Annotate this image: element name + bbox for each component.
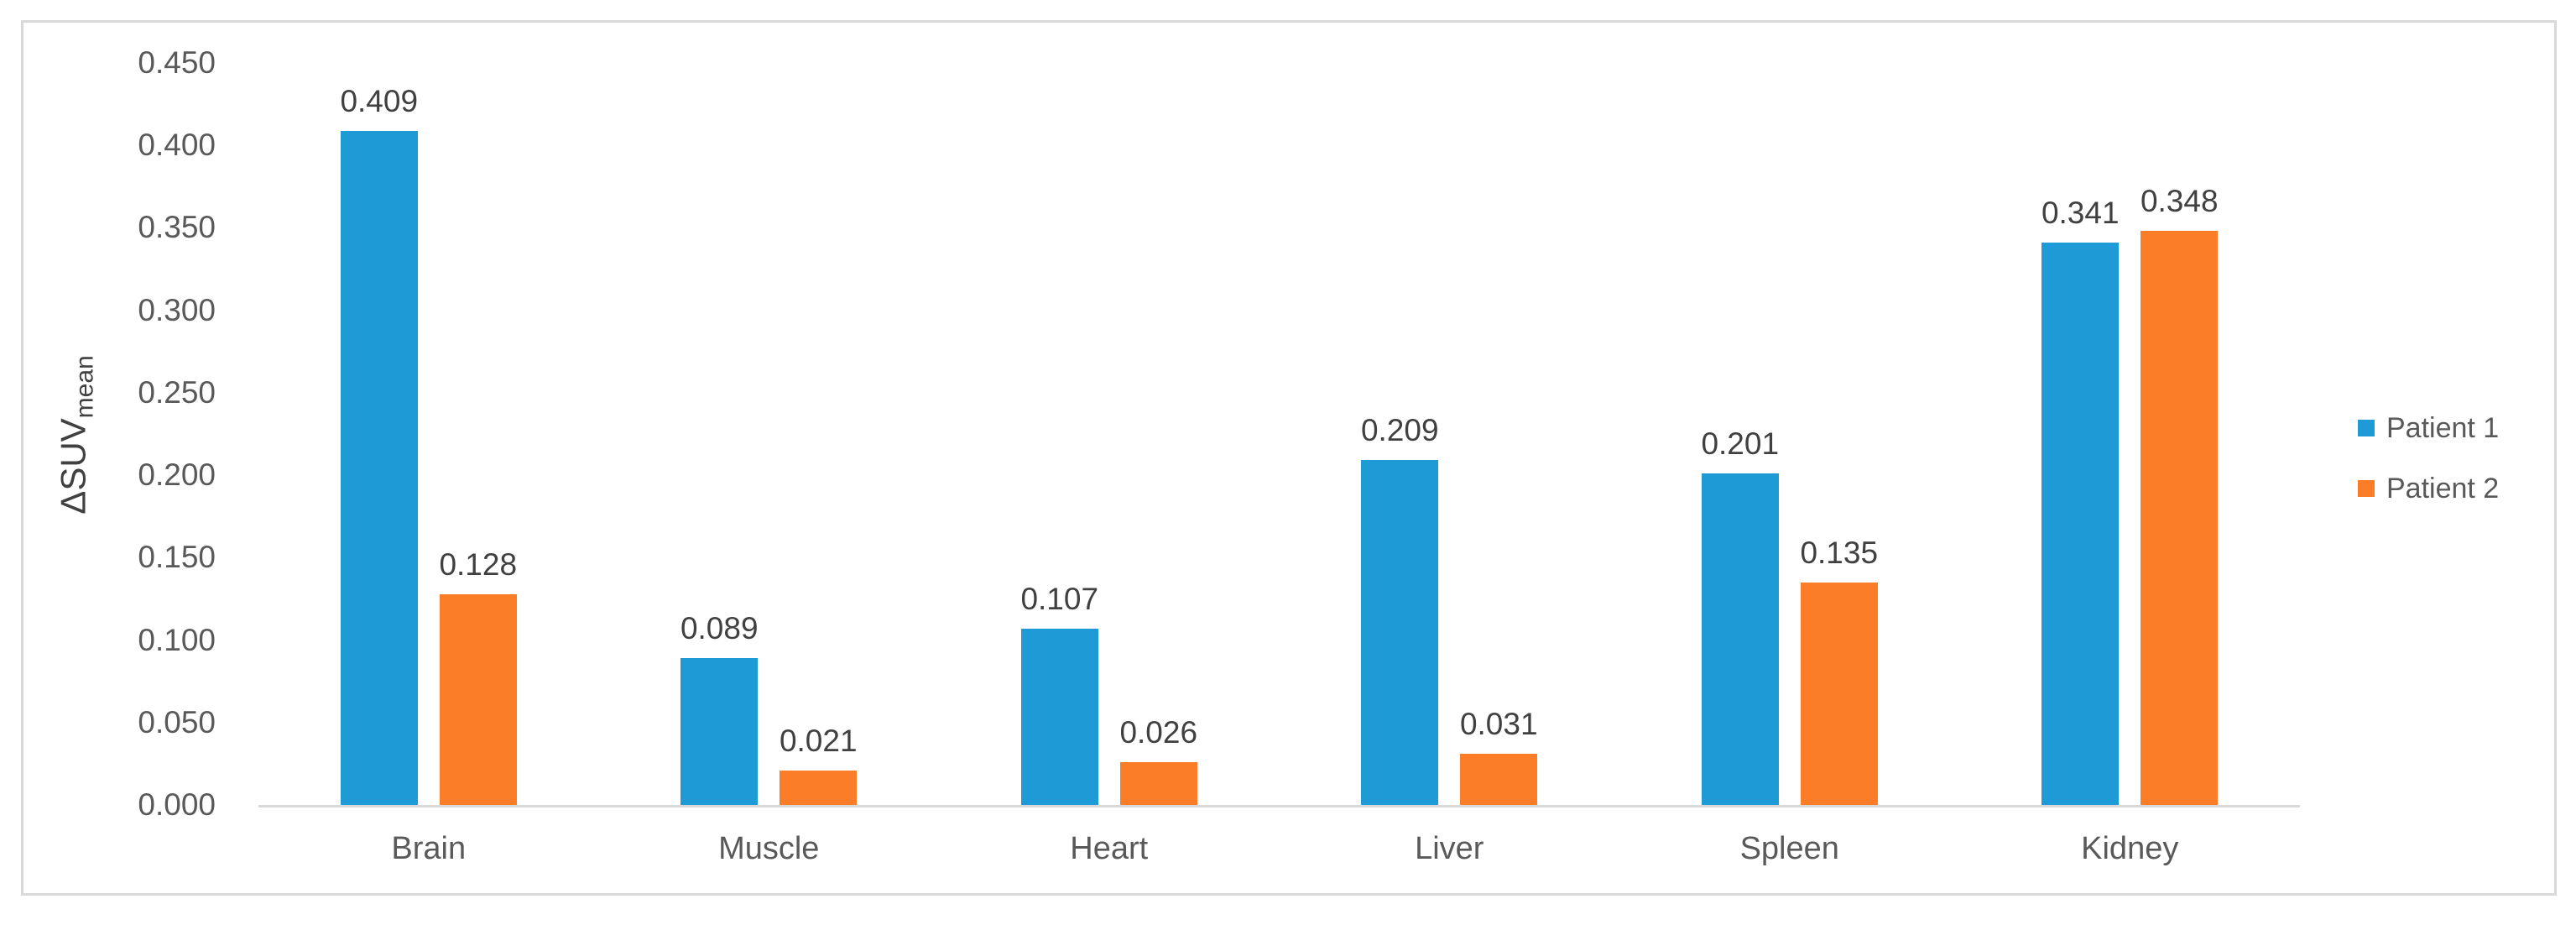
y-tick-0.250: 0.250	[138, 374, 216, 410]
bar-patient-2-brain	[439, 593, 517, 805]
category-label-kidney: Kidney	[2081, 831, 2179, 866]
category-label-spleen: Spleen	[1739, 831, 1839, 866]
legend-label-patient-2: Patient 2	[2386, 472, 2500, 504]
legend-swatch-patient-1	[2358, 420, 2375, 436]
category-label-liver: Liver	[1415, 831, 1484, 866]
data-label-patient-2-liver: 0.031	[1459, 707, 1538, 742]
legend-label-patient-1: Patient 1	[2386, 411, 2500, 444]
bar-patient-2-liver	[1460, 754, 1538, 805]
data-label-patient-2-heart: 0.026	[1119, 714, 1198, 750]
data-label-patient-2-brain: 0.128	[439, 546, 518, 582]
bar-patient-2-spleen	[1800, 582, 1878, 805]
data-label-patient-1-muscle: 0.089	[680, 611, 759, 646]
x-axis-line	[258, 805, 2300, 807]
data-label-patient-1-liver: 0.209	[1360, 413, 1439, 448]
bar-patient-1-heart	[1020, 628, 1098, 805]
bar-patient-2-heart	[1119, 761, 1197, 805]
bar-patient-1-liver	[1361, 460, 1439, 805]
data-label-patient-1-kidney: 0.341	[2041, 196, 2120, 231]
y-tick-0.150: 0.150	[138, 540, 216, 575]
bar-patient-1-kidney	[2042, 243, 2120, 805]
bar-chart: ΔSUVmean 0.000 0.050 0.100 0.150 0.200 0.250 0…	[21, 20, 2557, 896]
bar-patient-2-muscle	[780, 770, 858, 805]
data-label-patient-1-heart: 0.107	[1020, 581, 1099, 616]
y-tick-0.350: 0.350	[138, 210, 216, 245]
data-label-patient-1-brain: 0.409	[340, 83, 419, 118]
bar-patient-1-spleen	[1701, 473, 1779, 805]
category-label-muscle: Muscle	[718, 831, 820, 866]
y-tick-0.300: 0.300	[138, 292, 216, 327]
legend-item-patient-1: Patient 1	[2358, 411, 2499, 445]
bar-patient-2-kidney	[2141, 231, 2219, 805]
bar-patient-1-brain	[340, 130, 418, 805]
y-tick-0.100: 0.100	[138, 622, 216, 657]
y-tick-0.400: 0.400	[138, 128, 216, 163]
data-label-patient-2-muscle: 0.021	[779, 723, 858, 758]
bar-patient-1-muscle	[681, 658, 759, 805]
y-tick-0.050: 0.050	[138, 704, 216, 739]
category-label-heart: Heart	[1070, 831, 1149, 866]
y-tick-0.000: 0.000	[138, 787, 216, 822]
y-tick-0.450: 0.450	[138, 45, 216, 80]
data-label-patient-2-spleen: 0.135	[1800, 535, 1879, 570]
legend-item-patient-2: Patient 2	[2358, 472, 2499, 505]
legend-swatch-patient-2	[2358, 480, 2375, 497]
y-tick-0.200: 0.200	[138, 457, 216, 493]
data-label-patient-2-kidney: 0.348	[2140, 184, 2219, 219]
category-label-brain: Brain	[391, 831, 467, 866]
data-label-patient-1-spleen: 0.201	[1701, 426, 1780, 462]
